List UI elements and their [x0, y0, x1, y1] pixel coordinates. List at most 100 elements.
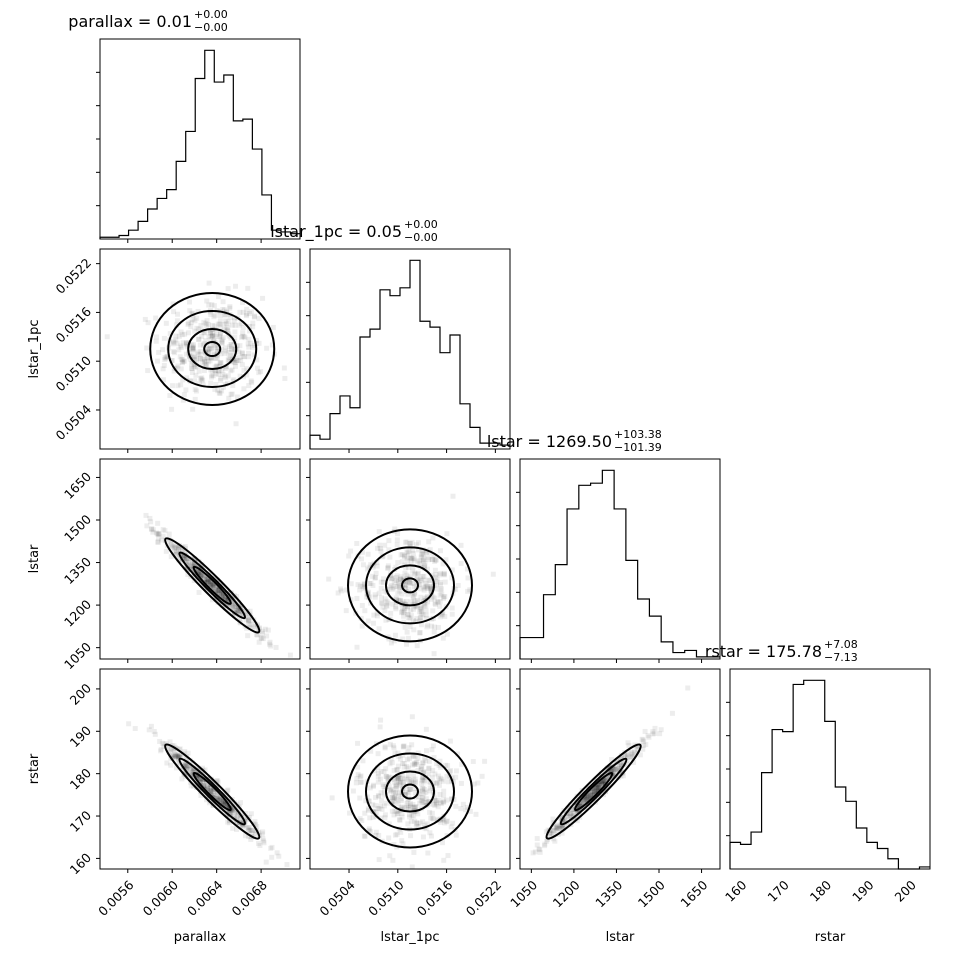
density-point: [205, 577, 211, 583]
density-point: [252, 313, 258, 319]
density-point: [408, 803, 414, 809]
density-point: [407, 801, 413, 807]
density-point: [202, 579, 208, 585]
density-point: [410, 754, 416, 760]
ytick-label-lstar: 1500: [61, 511, 94, 544]
density-point: [195, 351, 201, 357]
density-point: [197, 780, 203, 786]
density-point: [155, 531, 161, 537]
density-point: [546, 833, 552, 839]
density-point: [536, 846, 542, 852]
density-point: [224, 327, 230, 333]
density-point: [177, 354, 183, 360]
density-point: [395, 801, 401, 807]
density-point: [421, 601, 427, 607]
density-point: [600, 780, 606, 786]
density-point: [610, 774, 616, 780]
density-point: [207, 328, 213, 334]
density-point: [429, 747, 435, 753]
density-point: [411, 805, 417, 811]
panel-rstar-vs-rstar-frame: [729, 668, 931, 870]
density-point: [169, 746, 175, 752]
density-point: [387, 787, 393, 793]
density-point: [187, 771, 193, 777]
density-point: [227, 810, 233, 816]
density-point: [418, 798, 424, 804]
density-point: [170, 753, 176, 759]
density-point: [590, 786, 596, 792]
panel-rstar-vs-lstar-density: [530, 685, 691, 856]
density-point: [201, 340, 207, 346]
title-rstar: rstar = 175.78 +7.08−7.13: [705, 638, 858, 664]
density-point: [202, 362, 208, 368]
density-point: [217, 331, 223, 337]
density-point: [400, 552, 406, 558]
density-point: [211, 351, 217, 357]
density-point: [410, 564, 416, 570]
density-point: [178, 356, 184, 362]
density-point: [126, 721, 132, 727]
density-point: [419, 777, 425, 783]
density-point: [368, 580, 374, 586]
density-point: [191, 767, 197, 773]
density-point: [437, 579, 443, 585]
density-point: [448, 824, 454, 830]
density-point: [206, 349, 212, 355]
density-point: [361, 581, 367, 587]
density-point: [414, 576, 420, 582]
density-point: [219, 367, 225, 373]
density-point: [397, 598, 403, 604]
density-point: [479, 773, 485, 779]
density-point: [207, 583, 213, 589]
ytick-label-rstar: 200: [67, 680, 95, 708]
density-point: [205, 350, 211, 356]
density-point: [598, 779, 604, 785]
density-point: [395, 763, 401, 769]
density-point: [402, 805, 408, 811]
density-point: [179, 332, 185, 338]
density-point: [144, 523, 150, 529]
density-point: [570, 813, 576, 819]
density-point: [191, 361, 197, 367]
density-point: [405, 797, 411, 803]
density-point: [390, 601, 396, 607]
density-point: [357, 795, 363, 801]
density-point: [396, 580, 402, 586]
density-point: [614, 758, 620, 764]
density-point: [597, 785, 603, 791]
density-point: [413, 804, 419, 810]
density-point: [398, 796, 404, 802]
density-point: [382, 596, 388, 602]
density-point: [209, 355, 215, 361]
density-point: [225, 286, 231, 292]
density-point: [427, 809, 433, 815]
density-point: [367, 815, 373, 821]
density-point: [245, 619, 251, 625]
density-point: [444, 773, 450, 779]
density-point: [574, 808, 580, 814]
density-point: [203, 577, 209, 583]
density-point: [385, 775, 391, 781]
density-point: [398, 597, 404, 603]
density-point: [218, 346, 224, 352]
density-point: [391, 812, 397, 818]
density-point: [431, 795, 437, 801]
density-point: [424, 595, 430, 601]
density-point: [433, 557, 439, 563]
density-point: [574, 799, 580, 805]
density-point: [375, 779, 381, 785]
density-point: [434, 799, 440, 805]
density-point: [205, 578, 211, 584]
density-point: [423, 726, 429, 732]
density-point: [399, 804, 405, 810]
density-point: [217, 361, 223, 367]
density-point: [385, 778, 391, 784]
density-point: [430, 594, 436, 600]
title-lstar: lstar = 1269.50 +103.38−101.39: [487, 428, 662, 454]
density-point: [226, 599, 232, 605]
density-point: [415, 540, 421, 546]
density-point: [220, 306, 226, 312]
density-point: [386, 821, 392, 827]
density-point: [375, 805, 381, 811]
density-point: [419, 798, 425, 804]
